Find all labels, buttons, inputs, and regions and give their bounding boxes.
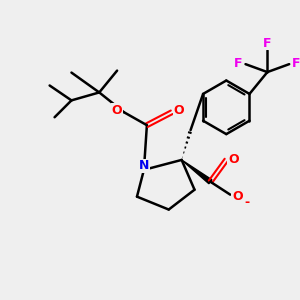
Text: F: F [263, 37, 272, 50]
Text: -: - [244, 196, 250, 209]
Text: O: O [228, 153, 238, 167]
Text: F: F [234, 57, 243, 70]
Text: N: N [139, 159, 149, 172]
Text: O: O [232, 190, 242, 203]
Polygon shape [182, 160, 212, 184]
Text: F: F [292, 57, 300, 70]
Text: O: O [173, 104, 184, 117]
Text: O: O [112, 104, 122, 117]
